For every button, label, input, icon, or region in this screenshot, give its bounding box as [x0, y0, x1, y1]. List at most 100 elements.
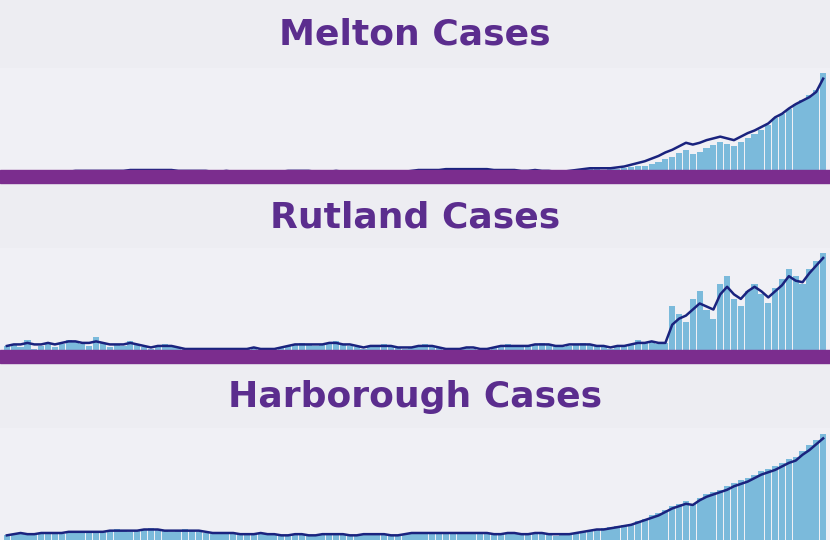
Bar	[402, 349, 408, 354]
Bar	[559, 347, 565, 354]
Bar	[175, 531, 182, 540]
Bar	[731, 146, 737, 173]
Bar	[511, 346, 518, 354]
Bar	[271, 349, 277, 354]
Bar	[127, 532, 134, 540]
Bar	[587, 531, 593, 540]
Bar	[704, 495, 710, 540]
Bar	[347, 346, 353, 354]
Bar	[326, 343, 332, 354]
Bar	[45, 343, 51, 354]
Bar	[710, 319, 716, 354]
Bar	[66, 533, 71, 540]
Bar	[422, 345, 428, 354]
Bar	[724, 276, 730, 354]
Bar	[484, 349, 490, 354]
Bar	[525, 346, 531, 354]
Bar	[683, 322, 689, 354]
Bar	[59, 345, 65, 354]
Bar	[662, 159, 668, 173]
Bar	[511, 171, 518, 173]
Bar	[505, 170, 510, 173]
Bar	[786, 109, 792, 173]
Bar	[368, 172, 374, 173]
Bar	[305, 537, 312, 540]
Bar	[779, 279, 785, 354]
Bar	[580, 532, 586, 540]
Bar	[66, 172, 71, 173]
Bar	[415, 346, 422, 354]
Bar	[38, 533, 44, 540]
Bar	[573, 345, 579, 354]
Bar	[457, 534, 462, 540]
Bar	[320, 534, 325, 540]
Bar	[196, 171, 202, 173]
Bar	[442, 349, 449, 354]
Bar	[484, 534, 490, 540]
Bar	[648, 516, 655, 540]
Bar	[340, 535, 346, 540]
Bar	[299, 343, 305, 354]
Bar	[168, 346, 174, 354]
Bar	[107, 347, 113, 354]
Bar	[388, 346, 394, 354]
Bar	[217, 172, 222, 173]
Bar	[148, 171, 154, 173]
Bar	[608, 349, 613, 354]
Bar	[395, 347, 401, 354]
Bar	[244, 535, 250, 540]
Bar	[230, 533, 237, 540]
Bar	[738, 481, 744, 540]
Bar	[72, 341, 79, 354]
Bar	[320, 345, 325, 354]
Bar	[395, 535, 401, 540]
Bar	[271, 535, 277, 540]
Bar	[114, 171, 120, 173]
Bar	[539, 343, 545, 354]
Bar	[175, 347, 182, 354]
Bar	[134, 345, 140, 354]
Bar	[326, 172, 332, 173]
Bar	[134, 171, 140, 173]
Bar	[498, 171, 504, 173]
Bar	[189, 531, 195, 540]
Bar	[621, 168, 627, 173]
Bar	[525, 171, 531, 173]
Bar	[442, 532, 449, 540]
Bar	[408, 347, 415, 354]
Bar	[333, 172, 339, 173]
Bar	[621, 346, 627, 354]
Bar	[765, 303, 771, 354]
Bar	[251, 347, 257, 354]
Bar	[374, 346, 380, 354]
Bar	[813, 90, 819, 173]
Bar	[799, 100, 806, 173]
Bar	[402, 172, 408, 173]
Bar	[745, 478, 751, 540]
Bar	[285, 346, 291, 354]
Bar	[669, 307, 676, 354]
Bar	[710, 492, 716, 540]
Bar	[59, 534, 65, 540]
Bar	[539, 171, 545, 173]
Bar	[429, 534, 435, 540]
Bar	[786, 268, 792, 354]
Bar	[257, 172, 264, 173]
Bar	[154, 346, 161, 354]
Bar	[559, 535, 565, 540]
Bar	[32, 534, 37, 540]
Bar	[690, 299, 696, 354]
Bar	[72, 171, 79, 173]
Bar	[100, 343, 106, 354]
Bar	[395, 172, 401, 173]
Bar	[66, 340, 71, 354]
Bar	[628, 167, 634, 173]
Bar	[51, 347, 58, 354]
Bar	[189, 171, 195, 173]
Bar	[532, 533, 538, 540]
Bar	[381, 535, 388, 540]
Bar	[415, 170, 422, 173]
Bar	[312, 535, 319, 540]
Bar	[566, 171, 573, 173]
Bar	[217, 533, 222, 540]
